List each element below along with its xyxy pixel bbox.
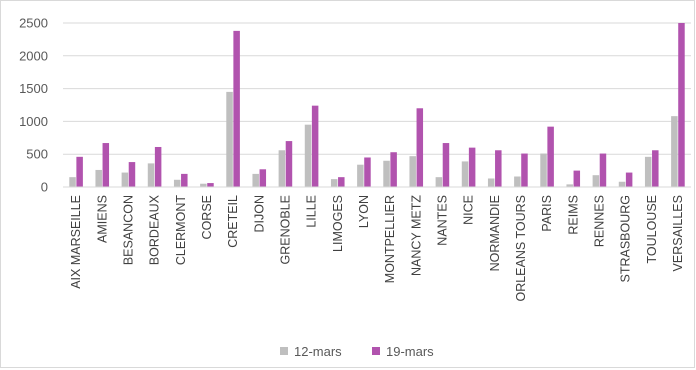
bar-12-mars-paris [540, 153, 547, 187]
bar-12-mars-creteil [226, 91, 233, 187]
x-category-label: CRETEIL [226, 195, 240, 248]
bar-12-mars-nancy-metz [409, 156, 416, 187]
bar-12-mars-lille [304, 124, 312, 187]
legend-swatch [372, 347, 380, 355]
x-category-label: TOULOUSE [645, 195, 659, 264]
y-tick-label: 2500 [19, 16, 48, 31]
legend: 12-mars 19-mars [280, 344, 434, 359]
bar-12-mars-rennes [592, 175, 600, 187]
bar-19-mars-grenoble [285, 141, 293, 187]
x-category-label: LIMOGES [331, 195, 345, 252]
bar-19-mars-bordeaux [154, 146, 162, 187]
gridlines [63, 22, 691, 155]
y-tick-label: 500 [26, 147, 48, 162]
bar-19-mars-orleans-tours [521, 153, 528, 187]
bar-12-mars-grenoble [278, 150, 286, 187]
y-axis-ticks: 0 500 1000 1500 2000 2500 [19, 16, 48, 195]
x-category-label: CLERMONT [174, 195, 188, 266]
legend-label: 12-mars [294, 344, 342, 359]
bar-12-mars-limoges [330, 179, 338, 187]
bar-12-mars-aix-marseille [69, 177, 76, 187]
bars [69, 23, 685, 188]
y-tick-label: 1500 [19, 81, 48, 96]
x-category-label: REIMS [566, 195, 580, 235]
x-category-label: RENNES [592, 195, 606, 247]
x-category-label: AIX MARSEILLE [69, 195, 83, 289]
x-category-label: LYON [357, 195, 371, 228]
bar-19-mars-aix-marseille [76, 156, 83, 187]
x-category-label: VERSAILLES [671, 195, 685, 271]
x-category-label: ORLEANS TOURS [514, 195, 528, 302]
x-category-label: CORSE [200, 195, 214, 239]
x-category-label: AMIENS [95, 195, 109, 243]
bar-19-mars-clermont [181, 173, 188, 187]
bar-12-mars-orleans-tours [514, 176, 521, 187]
bar-19-mars-nancy-metz [416, 108, 424, 187]
y-tick-label: 2000 [19, 48, 48, 63]
x-category-label: PARIS [540, 195, 554, 232]
x-category-label: STRASBOURG [619, 195, 633, 283]
bar-19-mars-normandie [495, 150, 502, 187]
legend-swatch [280, 347, 288, 355]
bar-12-mars-montpellier [383, 160, 390, 187]
bar-12-mars-normandie [487, 178, 495, 187]
bar-19-mars-nantes [442, 143, 450, 187]
bar-19-mars-corse [207, 183, 214, 187]
y-tick-label: 0 [41, 180, 48, 195]
x-category-label: LILLE [305, 195, 319, 228]
x-category-label: NICE [462, 195, 476, 225]
bar-19-mars-paris [547, 126, 554, 187]
x-category-label: DIJON [252, 195, 266, 233]
bar-19-mars-dijon [259, 169, 267, 187]
bar-12-mars-toulouse [644, 156, 652, 187]
bar-19-mars-besancon [128, 162, 136, 187]
x-axis-labels: AIX MARSEILLE AMIENS BESANCON BORDEAUX CLERM… [69, 194, 685, 301]
bar-12-mars-amiens [95, 169, 102, 187]
x-category-label: BORDEAUX [148, 194, 162, 265]
bar-19-mars-rennes [599, 153, 607, 187]
x-category-label: GRENOBLE [278, 195, 292, 264]
bar-12-mars-dijon [252, 173, 259, 187]
bar-19-mars-toulouse [652, 150, 659, 187]
x-category-label: NANTES [435, 195, 449, 246]
bar-19-mars-creteil [233, 30, 240, 188]
bar-12-mars-clermont [173, 179, 181, 187]
bar-19-mars-nice [468, 147, 476, 187]
bar-19-mars-lyon [364, 157, 371, 187]
bar-19-mars-montpellier [390, 152, 397, 187]
bar-19-mars-amiens [102, 143, 110, 187]
bar-12-mars-nice [461, 161, 469, 187]
bar-12-mars-versailles [671, 116, 678, 187]
bar-19-mars-strasbourg [625, 172, 633, 187]
x-category-label: BESANCON [121, 195, 135, 265]
bar-19-mars-versailles [678, 23, 685, 187]
y-tick-label: 1000 [19, 114, 48, 129]
bar-12-mars-lyon [357, 164, 364, 187]
bar-12-mars-corse [200, 183, 207, 187]
x-category-label: NORMANDIE [488, 195, 502, 271]
legend-label: 19-mars [386, 344, 434, 359]
x-category-label: NANCY METZ [409, 195, 423, 276]
bar-19-mars-lille [311, 105, 319, 187]
bar-12-mars-nantes [435, 177, 443, 187]
bar-12-mars-besancon [121, 172, 129, 187]
bar-19-mars-reims [573, 170, 581, 187]
x-category-label: MONTPELLIER [383, 195, 397, 283]
bar-12-mars-strasbourg [618, 181, 626, 187]
bar-12-mars-reims [566, 184, 573, 187]
bar-12-mars-bordeaux [147, 163, 155, 187]
bar-19-mars-limoges [338, 177, 345, 187]
